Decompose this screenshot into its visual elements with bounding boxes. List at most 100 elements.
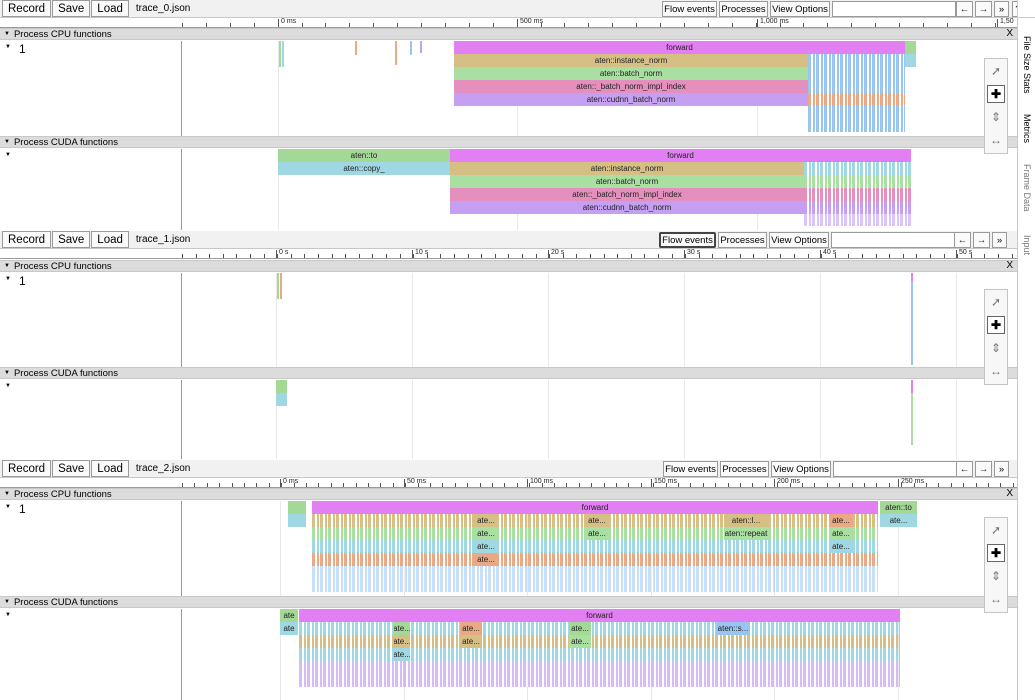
view-options-button[interactable]: View Options xyxy=(771,461,831,477)
process-header-cuda[interactable]: ▼ Process CUDA functions xyxy=(0,367,1017,379)
slice-ate[interactable]: ate... xyxy=(474,514,498,527)
slice-batch-norm-impl-index[interactable]: aten::_batch_norm_impl_index xyxy=(454,80,808,93)
timing-tool-icon[interactable]: ↔ xyxy=(990,592,1002,606)
dense-slices[interactable] xyxy=(299,635,900,648)
tab-input[interactable]: Input xyxy=(1022,234,1032,256)
slice-cudnn-batch-norm[interactable]: aten::cudnn_batch_norm xyxy=(450,201,804,214)
slice-forward[interactable]: forward xyxy=(454,41,905,54)
event-slice[interactable] xyxy=(410,41,412,55)
close-icon[interactable]: X xyxy=(1006,488,1013,499)
event-slice[interactable] xyxy=(905,54,916,67)
cpu-thread-track[interactable]: ▼ 1 xyxy=(0,273,1017,367)
processes-button[interactable]: Processes xyxy=(719,1,768,17)
slice-aten-copy[interactable]: aten::copy_ xyxy=(278,162,450,175)
dense-slices[interactable] xyxy=(808,93,905,106)
dense-slices[interactable] xyxy=(299,622,900,635)
event-slice[interactable] xyxy=(905,41,916,54)
pan-tool-icon[interactable]: ✚ xyxy=(987,316,1005,334)
search-input[interactable] xyxy=(832,1,956,17)
slice-aten-l[interactable]: aten::l... xyxy=(724,514,768,527)
tab-metrics[interactable]: Metrics xyxy=(1022,113,1032,143)
slice-forward[interactable]: forward xyxy=(312,501,878,514)
event-slice[interactable] xyxy=(280,273,282,299)
process-header-cuda[interactable]: ▼ Process CUDA functions xyxy=(0,136,1017,148)
process-header-cpu[interactable]: ▼ Process CPU functions X xyxy=(0,28,1017,40)
expand-triangle-icon[interactable]: ▼ xyxy=(5,44,11,50)
event-slice[interactable] xyxy=(276,393,287,406)
more-button[interactable]: » xyxy=(992,232,1007,248)
event-slice[interactable] xyxy=(276,380,287,393)
slice-forward[interactable]: forward xyxy=(450,149,911,162)
event-slice[interactable] xyxy=(911,273,913,281)
slice-aten-repeat[interactable]: aten::repeat xyxy=(724,527,768,540)
event-slice[interactable] xyxy=(355,41,357,55)
timing-tool-icon[interactable]: ↔ xyxy=(990,133,1002,147)
expand-triangle-icon[interactable]: ▼ xyxy=(5,383,11,389)
event-slice[interactable] xyxy=(395,41,397,65)
dense-slices[interactable] xyxy=(804,201,911,214)
slice-ate[interactable]: ate xyxy=(280,609,298,622)
slice-ate[interactable]: ate... xyxy=(569,635,591,648)
pan-tool-icon[interactable]: ✚ xyxy=(987,85,1005,103)
dense-slices[interactable] xyxy=(804,162,911,175)
record-button[interactable]: Record xyxy=(2,0,52,17)
cuda-thread-track[interactable]: ▼ aten::to aten::copy_ forward aten::ins… xyxy=(0,149,1017,230)
help-button[interactable]: ? xyxy=(1012,1,1017,17)
event-slice[interactable] xyxy=(420,41,422,53)
slice-ate[interactable]: ate... xyxy=(829,514,853,527)
cpu-thread-track[interactable]: ▼ 1 forward aten::instance_norm aten::bat… xyxy=(0,41,1017,136)
time-ruler[interactable]: 0 s 10 s 20 s 30 s 40 s 50 s xyxy=(0,249,1017,259)
select-cursor-icon[interactable]: ➚ xyxy=(990,64,1002,78)
slice-ate[interactable]: ate... xyxy=(880,514,917,527)
slice-aten-to[interactable]: aten::to xyxy=(278,149,450,162)
select-cursor-icon[interactable]: ➚ xyxy=(990,523,1002,537)
slice-ate[interactable]: ate... xyxy=(474,553,498,566)
more-button[interactable]: » xyxy=(994,1,1009,17)
time-ruler[interactable]: 0 ms 500 ms 1,000 ms 1,50 xyxy=(0,18,1017,28)
view-options-button[interactable]: View Options xyxy=(770,1,830,17)
slice-ate[interactable]: ate... xyxy=(460,635,482,648)
slice-ate[interactable]: ate... xyxy=(585,514,609,527)
slice-ate[interactable]: ate... xyxy=(394,648,410,661)
zoom-tool-icon[interactable]: ⇕ xyxy=(990,569,1002,583)
slice-batch-norm[interactable]: aten::batch_norm xyxy=(454,67,808,80)
nav-left-button[interactable]: ← xyxy=(954,232,971,248)
tab-frame-data[interactable]: Frame Data xyxy=(1022,164,1032,212)
expand-triangle-icon[interactable]: ▼ xyxy=(5,504,11,510)
event-slice[interactable] xyxy=(288,514,306,527)
dense-slices[interactable] xyxy=(312,566,878,592)
nav-right-button[interactable]: → xyxy=(973,232,990,248)
nav-left-button[interactable]: ← xyxy=(956,461,973,477)
expand-triangle-icon[interactable]: ▼ xyxy=(5,612,11,618)
dense-slices[interactable] xyxy=(299,661,900,687)
more-button[interactable]: » xyxy=(994,461,1009,477)
record-button[interactable]: Record xyxy=(2,231,52,248)
slice-ate[interactable]: ate... xyxy=(394,622,410,635)
flow-events-button[interactable]: Flow events xyxy=(662,1,717,17)
flow-events-button[interactable]: Flow events xyxy=(663,461,718,477)
cuda-thread-track[interactable]: ▼ ate ate forward ate... ate... ate... a… xyxy=(0,609,1017,700)
close-icon[interactable]: X xyxy=(1006,260,1013,271)
event-slice[interactable] xyxy=(282,41,284,67)
slice-batch-norm[interactable]: aten::batch_norm xyxy=(450,175,804,188)
slice-instance-norm[interactable]: aten::instance_norm xyxy=(450,162,804,175)
dense-slices[interactable] xyxy=(804,214,911,226)
dense-slices[interactable] xyxy=(804,188,911,201)
slice-instance-norm[interactable]: aten::instance_norm xyxy=(454,54,808,67)
cpu-thread-track[interactable]: ▼ 1 forward ate... ate... ate... ate... a… xyxy=(0,501,1017,596)
load-button[interactable]: Load xyxy=(91,0,129,17)
slice-ate[interactable]: ate xyxy=(280,622,298,635)
search-input[interactable] xyxy=(833,461,957,477)
event-slice[interactable] xyxy=(288,501,306,514)
dense-slices[interactable] xyxy=(804,175,911,188)
save-button[interactable]: Save xyxy=(52,0,91,17)
slice-forward[interactable]: forward xyxy=(299,609,900,622)
collapse-triangle-icon[interactable]: ▼ xyxy=(4,263,10,269)
event-slice[interactable] xyxy=(279,41,281,67)
select-cursor-icon[interactable]: ➚ xyxy=(990,295,1002,309)
dense-slices[interactable] xyxy=(312,540,878,553)
collapse-triangle-icon[interactable]: ▼ xyxy=(4,31,10,37)
close-icon[interactable]: X xyxy=(1006,28,1013,39)
process-header-cpu[interactable]: ▼ Process CPU functions X xyxy=(0,488,1017,500)
slice-aten-s[interactable]: aten::s... xyxy=(716,622,750,635)
